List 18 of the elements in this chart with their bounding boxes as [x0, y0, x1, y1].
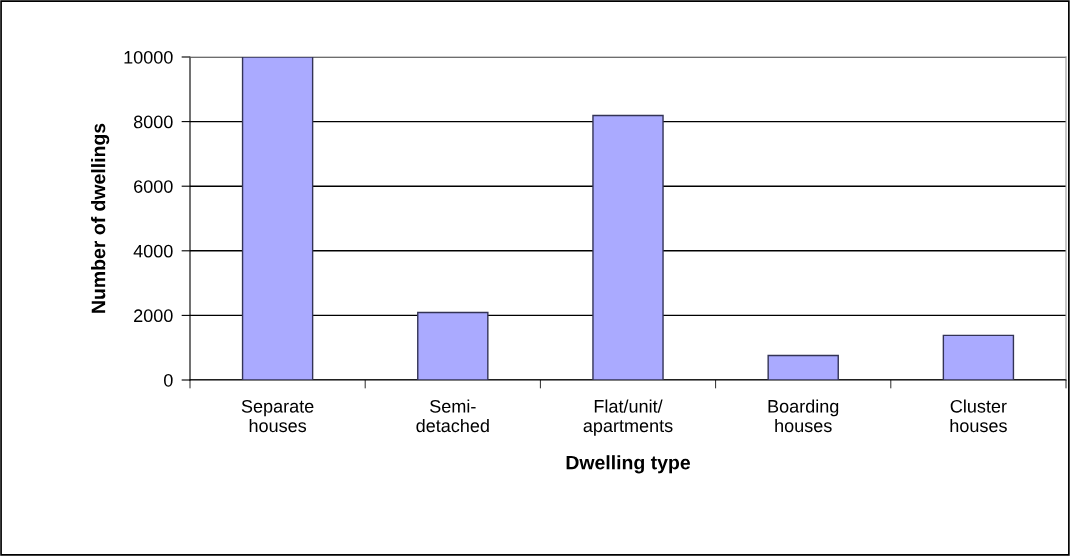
bar	[417, 311, 489, 380]
x-axis-title: Dwelling type	[566, 455, 690, 474]
x-tick-label: Boarding houses	[768, 399, 839, 433]
y-tick-label: 2000	[134, 309, 173, 323]
y-tick-label: 4000	[133, 244, 173, 258]
bar	[767, 354, 839, 380]
y-tick-label: 8000	[133, 115, 173, 129]
y-tick-label: 6000	[134, 180, 173, 193]
y-axis-title: Number of dwellings	[91, 123, 110, 313]
y-tick-label: 10000	[124, 50, 173, 64]
bar	[592, 114, 664, 380]
y-tick-label: 0	[164, 373, 173, 387]
x-tick-label: Semi- detached	[416, 399, 489, 433]
x-tick-label: Separate houses	[241, 399, 314, 433]
x-tick-label: Flat/unit/ apartments	[583, 399, 673, 436]
x-tick-label: Cluster houses	[950, 399, 1007, 433]
bar	[241, 57, 314, 380]
bar	[942, 334, 1015, 380]
